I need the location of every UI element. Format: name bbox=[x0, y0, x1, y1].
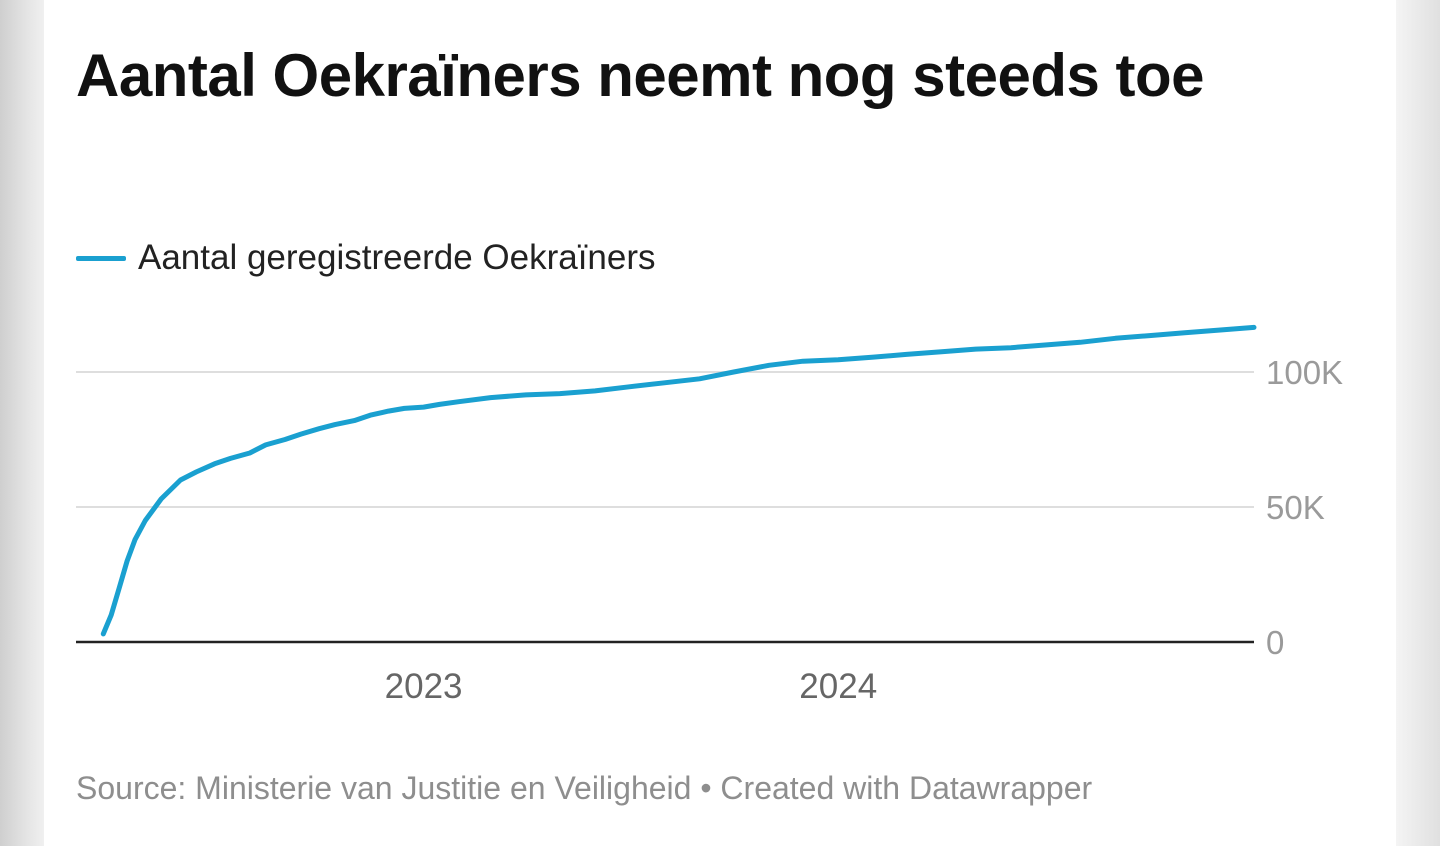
y-tick-label-50K: 50K bbox=[1266, 489, 1325, 526]
line-chart-svg: 0 50K 100K 2023 2024 bbox=[76, 324, 1343, 706]
x-tick-label-2023: 2023 bbox=[385, 667, 463, 706]
chart-card: Aantal Oekraïners neemt nog steeds toe A… bbox=[44, 0, 1396, 846]
background-right-edge bbox=[1396, 0, 1440, 846]
source-credit: Source: Ministerie van Justitie en Veili… bbox=[76, 770, 1093, 806]
series-line-0 bbox=[100, 324, 1257, 637]
legend: Aantal geregistreerde Oekraïners bbox=[76, 236, 656, 280]
legend-line-swatch bbox=[76, 255, 126, 261]
x-tick-label-2024: 2024 bbox=[799, 667, 877, 706]
y-tick-label-100K: 100K bbox=[1266, 354, 1343, 391]
y-tick-label-0: 0 bbox=[1266, 624, 1284, 661]
chart-title: Aantal Oekraïners neemt nog steeds toe bbox=[76, 42, 1205, 109]
line-chart: 0 50K 100K 2023 2024 bbox=[44, 290, 1396, 720]
legend-entry-label: Aantal geregistreerde Oekraïners bbox=[138, 238, 656, 277]
background-left-edge bbox=[0, 0, 44, 846]
